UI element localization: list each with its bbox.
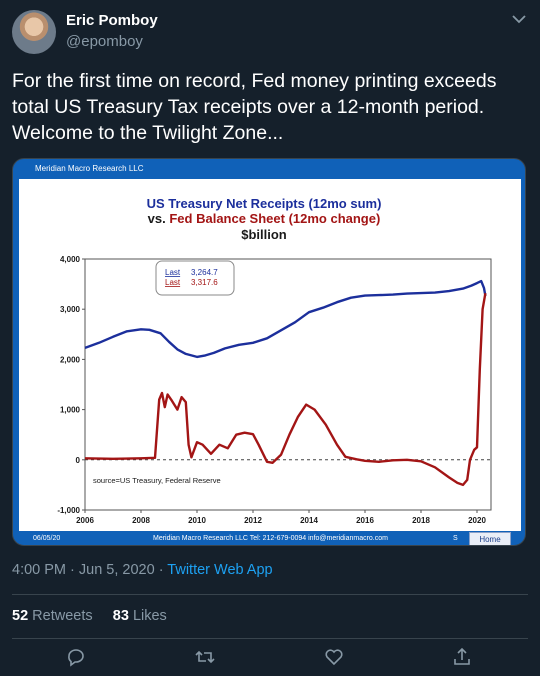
chart-svg: US Treasury Net Receipts (12mo sum) vs. …	[57, 196, 492, 525]
x-tick-label: 2008	[132, 516, 150, 525]
y-tick-label: -1,000	[57, 506, 80, 515]
retweets-label: Retweets	[32, 608, 93, 624]
like-icon[interactable]	[323, 646, 345, 668]
retweets-stat[interactable]: 52 Retweets	[12, 608, 93, 624]
x-tick-label: 2006	[76, 516, 94, 525]
share-icon[interactable]	[451, 646, 473, 668]
y-tick-label: 1,000	[60, 406, 81, 415]
series-line-treasury-receipts	[84, 279, 487, 359]
avatar[interactable]	[12, 10, 56, 54]
x-tick-label: 2010	[188, 516, 206, 525]
chart-subtitle-main: Fed Balance Sheet (12mo change)	[169, 211, 380, 226]
footer-s: S	[453, 535, 458, 542]
tweet-meta: 4:00 PM · Jun 5, 2020 · Twitter Web App	[12, 562, 273, 578]
author-name[interactable]: Eric Pomboy	[66, 12, 158, 29]
likes-stat[interactable]: 83 Likes	[113, 608, 167, 624]
x-tick-label: 2020	[468, 516, 486, 525]
chart-units: $billion	[241, 227, 287, 242]
legend-label-red: Last	[165, 278, 181, 287]
footer-info: Meridian Macro Research LLC Tel: 212-679…	[153, 535, 388, 542]
x-tick-label: 2012	[244, 516, 262, 525]
legend-label-blue: Last	[165, 268, 181, 277]
legend-value-blue: 3,264.7	[191, 268, 218, 277]
chart-subtitle-prefix: vs.	[148, 211, 170, 226]
chart-source: source=US Treasury, Federal Reserve	[93, 476, 221, 485]
chart-area: US Treasury Net Receipts (12mo sum) vs. …	[19, 179, 521, 531]
x-tick-label: 2016	[356, 516, 374, 525]
likes-label: Likes	[132, 608, 167, 624]
footer-date: 06/05/20	[33, 535, 61, 542]
timestamp[interactable]: 4:00 PM · Jun 5, 2020 ·	[12, 562, 168, 578]
home-button[interactable]: Home	[469, 532, 511, 545]
plot-frame	[84, 258, 492, 511]
y-tick-label: 3,000	[60, 305, 81, 314]
x-tick-label: 2014	[300, 516, 318, 525]
action-bar	[0, 646, 540, 672]
tweet-text: For the first time on record, Fed money …	[12, 70, 497, 144]
chart-title: US Treasury Net Receipts (12mo sum)	[147, 196, 382, 211]
source-app-link[interactable]: Twitter Web App	[167, 562, 273, 578]
author-handle[interactable]: @epomboy	[66, 33, 143, 50]
y-tick-label: 0	[76, 456, 81, 465]
likes-count: 83	[112, 608, 129, 624]
tweet-stats: 52 Retweets 83 Likes	[12, 608, 167, 624]
divider	[12, 594, 528, 595]
retweet-icon[interactable]	[194, 646, 216, 668]
x-tick-label: 2018	[412, 516, 430, 525]
reply-icon[interactable]	[65, 646, 87, 668]
retweets-count: 52	[12, 608, 29, 624]
chart-subtitle: vs. Fed Balance Sheet (12mo change)	[148, 211, 381, 226]
legend-value-red: 3,317.6	[191, 278, 218, 287]
card-footer: 06/05/20 Meridian Macro Research LLC Tel…	[13, 531, 525, 545]
card-header: Meridian Macro Research LLC	[35, 164, 144, 173]
chart-image-card[interactable]: Meridian Macro Research LLC US Treasury …	[12, 158, 526, 546]
y-tick-label: 4,000	[60, 255, 81, 264]
y-tick-label: 2,000	[60, 355, 81, 364]
divider	[12, 638, 528, 639]
legend-box: Last 3,264.7 Last 3,317.6	[155, 260, 235, 296]
series-line-fed-balance-sheet	[84, 292, 487, 487]
chevron-down-icon[interactable]	[512, 14, 526, 24]
